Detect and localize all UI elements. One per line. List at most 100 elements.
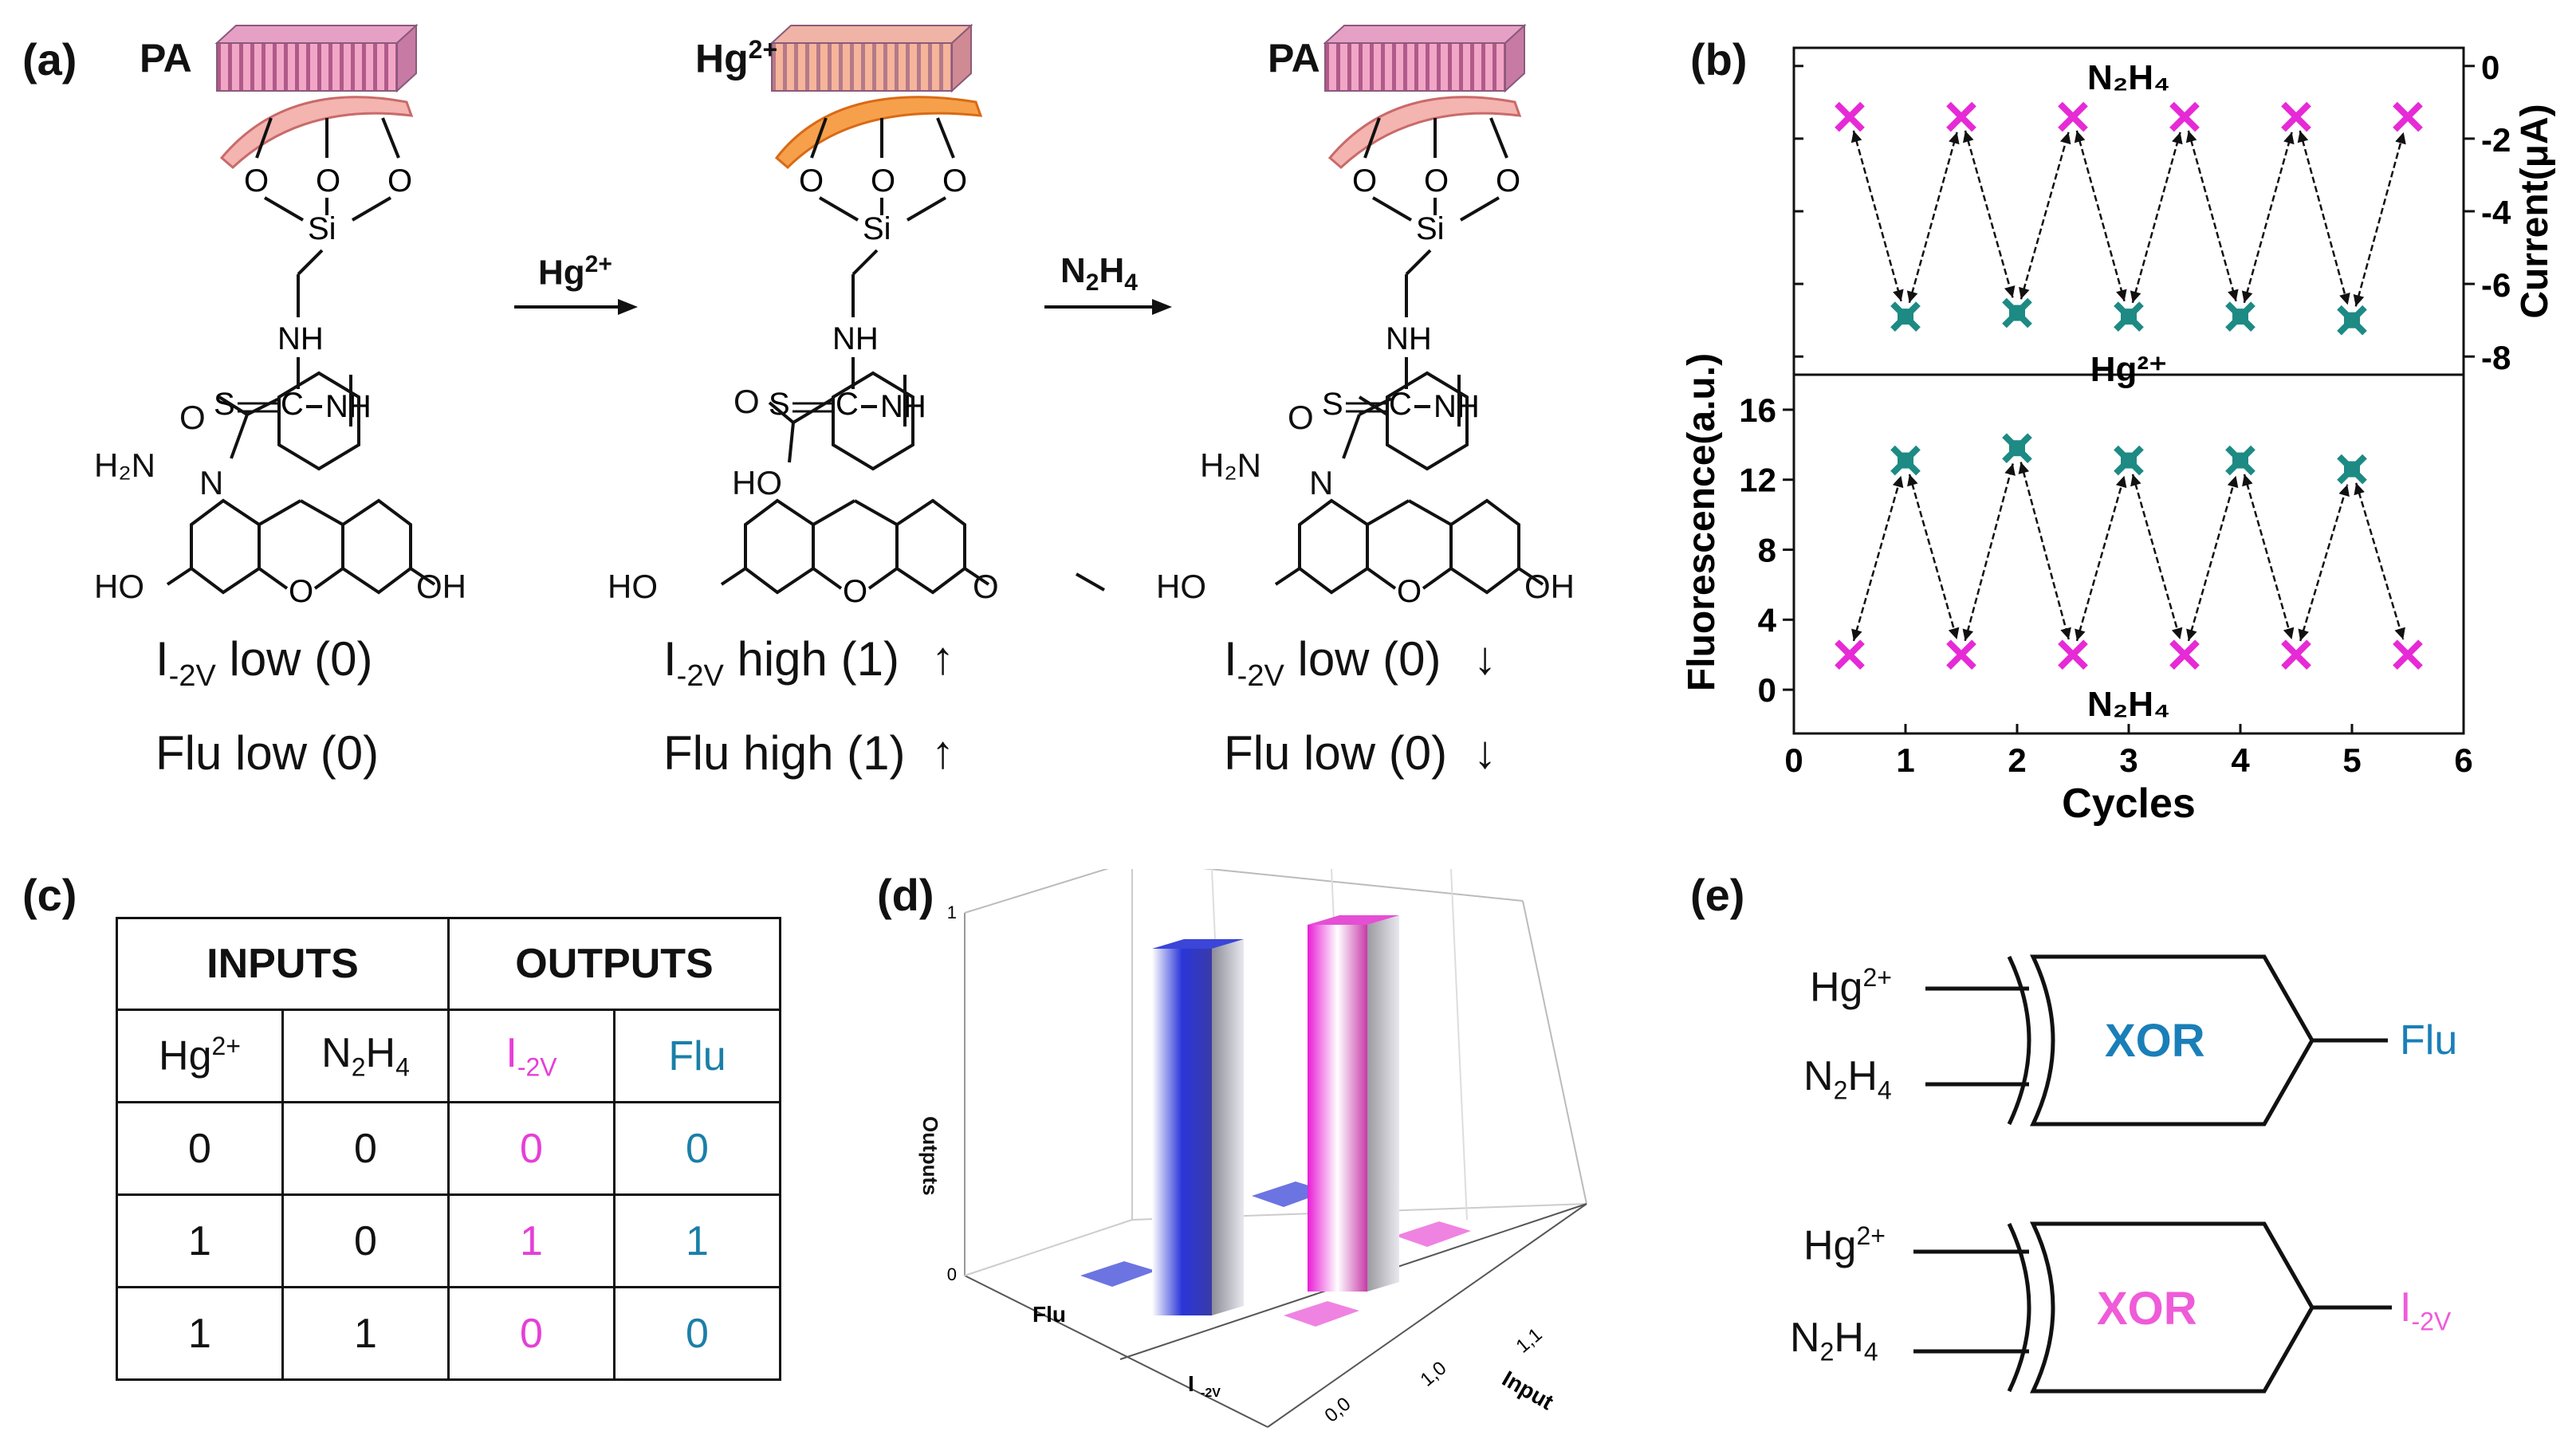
current-arrowhead (2185, 130, 2197, 144)
table-row: 1 1 0 0 (116, 1286, 781, 1381)
fluorescence-tick-label: 8 (1758, 532, 1776, 569)
fluorescence-connector (2243, 474, 2293, 640)
current-tick-label: -8 (2481, 339, 2511, 376)
fluorescence-tick-label: 16 (1739, 391, 1776, 429)
fluorescence-axis-label: Fluorescence(a.u.) (1681, 353, 1723, 691)
fluorescence-point-core (2009, 440, 2025, 457)
d-bar-top (1152, 939, 1244, 949)
state-1-condition: PA (140, 36, 192, 81)
current-connector (2020, 132, 2070, 300)
current-point-stroke (1835, 101, 1865, 132)
fluorescence-arrowhead (2018, 462, 2030, 474)
d-series-label-i-sub: -2V (1201, 1386, 1221, 1400)
current-connector (2354, 132, 2405, 307)
n-label-3: N (1309, 464, 1334, 501)
d-bar-side (1212, 939, 1244, 1315)
fluorescence-arrowhead (2242, 474, 2253, 487)
fluorescence-tick-label: 4 (1758, 601, 1777, 639)
current-point (1946, 101, 1976, 132)
current-point (2225, 301, 2255, 332)
fluorescence-arrowhead (1892, 475, 1904, 489)
table-cell: 0 (613, 1286, 781, 1381)
fluorescence-connector (1964, 463, 2014, 642)
x-tick-label: 2 (2008, 741, 2026, 779)
state-3-arrow-current: ↓ (1473, 632, 1496, 684)
panel-label-d: (d) (877, 870, 934, 920)
fluorescence-arrowhead (2394, 627, 2405, 640)
gate-1-in1: Hg2+ (1810, 963, 1892, 1011)
state-2-current: I-2V high (1) (663, 632, 899, 693)
fluorescence-point-stroke (2058, 639, 2088, 670)
fluorescence-arrowhead (2115, 475, 2127, 489)
state-1-flu: Flu low (0) (155, 726, 380, 780)
table-cell: 1 (116, 1286, 284, 1381)
fluorescence-point-core (2344, 461, 2360, 478)
current-arrowhead (1949, 132, 1960, 145)
current-connector (1852, 130, 1902, 302)
fluorescence-point-core (2232, 452, 2248, 469)
acid-o-2: O (733, 383, 760, 420)
fluorescence-arrowhead (2130, 474, 2141, 487)
x-tick-label: 6 (2454, 741, 2472, 779)
current-arrowhead (2395, 132, 2406, 145)
table-cell: 1 (281, 1286, 450, 1381)
d-floor-edge (1267, 1203, 1587, 1428)
fluorescence-arrowhead (2354, 482, 2365, 496)
d-category-label: 0,0 (1321, 1393, 1355, 1426)
current-point (2393, 101, 2423, 132)
gate-2-in1: Hg2+ (1803, 1221, 1886, 1269)
fluorescence-point (1946, 639, 1976, 670)
d-category-label: 1,0 (1417, 1357, 1451, 1390)
d-grid (964, 869, 1110, 914)
current-arrowhead (2172, 132, 2183, 145)
state-3-current: I-2V low (0) (1224, 632, 1441, 693)
fluorescence-point-core (1898, 452, 1913, 469)
current-point (1835, 101, 1865, 132)
fluorescence-arrowhead (1851, 628, 1862, 641)
fluorescence-arrowhead (2004, 463, 2016, 476)
current-point-core (2344, 312, 2360, 328)
fluorescence-connector (2354, 482, 2405, 640)
fluorescence-point-stroke (2281, 639, 2311, 670)
x-tick-label: 4 (2231, 741, 2250, 779)
current-arrowhead (2297, 130, 2309, 144)
current-connector (2075, 130, 2126, 302)
fluorescence-point (2337, 454, 2367, 485)
current-connector (2187, 130, 2237, 302)
d-bar-zero-I-2V (1284, 1301, 1359, 1327)
d-grid (964, 1219, 1133, 1276)
fluorescence-tick-label: 12 (1739, 462, 1776, 499)
fluorescence-annotation-n2h4: N₂H₄ (2087, 685, 2170, 724)
table-cell: 0 (281, 1193, 450, 1288)
fluorescence-tick-label: 0 (1758, 671, 1776, 709)
col-header-i: I-2V (447, 1009, 615, 1103)
fluorescence-arrowhead (2075, 628, 2086, 641)
fluorescence-point (2169, 639, 2200, 670)
current-point-core (2232, 309, 2248, 325)
d-bar-Flu (1152, 949, 1212, 1315)
h2n-label-3: H₂N (1200, 446, 1261, 484)
col-header-flu: Flu (613, 1009, 781, 1103)
state-2-flu: Flu high (1) (663, 726, 906, 780)
ho-label-2: HO (608, 568, 658, 605)
acid-ho-2: HO (732, 464, 782, 501)
reaction-1-label: Hg2+ (538, 251, 612, 293)
panel-label-e: (e) (1690, 870, 1745, 920)
fluorescence-point-stroke (1946, 639, 1976, 670)
state-3-arrow-flu: ↓ (1473, 726, 1496, 778)
d-bar-I-2V (1308, 925, 1367, 1292)
current-point (2337, 305, 2367, 336)
fluorescence-arrowhead (2338, 484, 2350, 497)
current-point (2114, 301, 2144, 332)
table-cell: 1 (447, 1193, 615, 1288)
current-point-core (2009, 305, 2025, 321)
oh-label-1: OH (416, 568, 466, 605)
current-arrowhead (2130, 290, 2141, 303)
table-cell: 0 (447, 1101, 615, 1196)
table-cell: 1 (613, 1193, 781, 1288)
current-arrowhead (2059, 132, 2071, 145)
current-annotation-n2h4: N₂H₄ (2087, 58, 2170, 97)
state-2-arrow-flu: ↑ (931, 726, 954, 778)
d-series-label-i: I (1188, 1371, 1194, 1396)
state-1-current: I-2V low (0) (155, 632, 373, 693)
